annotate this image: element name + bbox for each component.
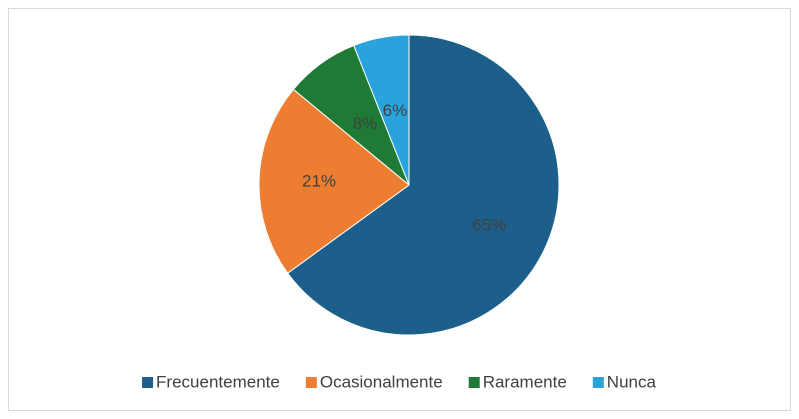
legend-swatch: [468, 377, 480, 388]
data-label: 21%: [302, 172, 336, 191]
data-label: 6%: [383, 101, 408, 120]
legend-swatch: [305, 377, 317, 388]
legend-label: Raramente: [483, 372, 567, 391]
legend-label: Frecuentemente: [156, 372, 280, 391]
legend-swatch: [592, 377, 604, 388]
pie-slice: [258, 88, 410, 274]
data-label: 65%: [472, 215, 506, 234]
legend-label: Ocasionalmente: [320, 372, 443, 391]
legend-swatch: [142, 377, 154, 388]
legend-label: Nunca: [607, 372, 657, 391]
pie-slice: [286, 34, 560, 336]
data-label: 8%: [353, 114, 378, 133]
pie-slice: [353, 34, 410, 186]
